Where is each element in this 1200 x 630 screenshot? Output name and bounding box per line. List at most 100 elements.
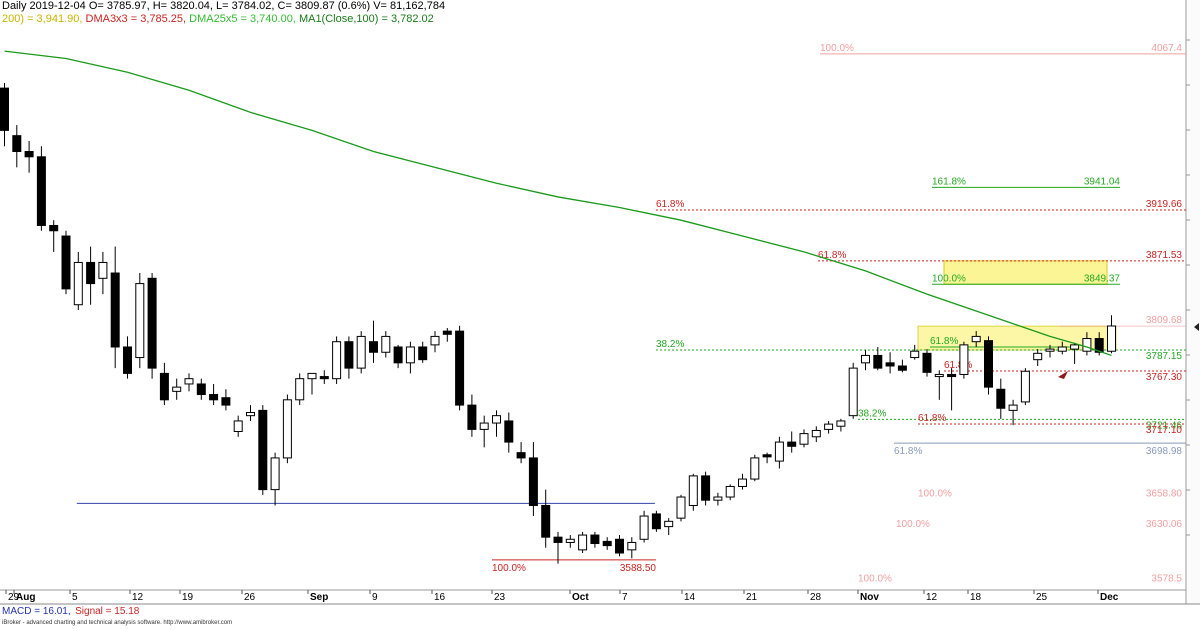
candle-body-up bbox=[1107, 325, 1116, 352]
fib-pct-label: 61.8% bbox=[656, 199, 684, 210]
candle-body-down bbox=[528, 457, 538, 506]
candle-body-down bbox=[467, 404, 477, 430]
candle-body-down bbox=[922, 352, 932, 373]
candle bbox=[787, 431, 797, 453]
x-tick-label: 21 bbox=[746, 592, 758, 603]
candle-body-up bbox=[565, 538, 575, 543]
fib-value-label: 3941.04 bbox=[1084, 176, 1121, 187]
candle bbox=[885, 352, 895, 374]
candle bbox=[762, 452, 772, 464]
candle bbox=[984, 336, 993, 395]
candle bbox=[725, 484, 735, 501]
candle bbox=[959, 341, 969, 379]
candle bbox=[738, 473, 747, 490]
candle-body-down bbox=[897, 365, 907, 371]
candle-body-down bbox=[369, 341, 378, 353]
x-tick-label: 14 bbox=[684, 592, 696, 603]
candle bbox=[233, 415, 243, 437]
candle bbox=[1008, 399, 1018, 426]
fib-zone-upper bbox=[943, 260, 1108, 285]
candle bbox=[811, 426, 821, 443]
candle bbox=[73, 251, 83, 310]
candle bbox=[332, 336, 342, 384]
indicator-summary: 200) = 3,941.90, DMA3x3 = 3,785.25, DMA2… bbox=[2, 13, 902, 26]
candle bbox=[873, 346, 883, 371]
candle bbox=[504, 412, 514, 453]
x-tick-label: 5 bbox=[72, 592, 78, 603]
candle-body-down bbox=[504, 420, 514, 443]
candle bbox=[24, 140, 34, 173]
candle bbox=[1033, 349, 1043, 366]
candle-body-up bbox=[172, 386, 182, 392]
fib-value-label: 3588.50 bbox=[620, 563, 657, 574]
fib-pct-label: 61.8% bbox=[894, 446, 922, 457]
candle-body-up bbox=[639, 515, 649, 540]
candle bbox=[307, 372, 317, 395]
fib-value-label: 3658.80 bbox=[1146, 489, 1183, 500]
ma100-label: MA1(Close,100) = 3,782.02 bbox=[298, 13, 434, 25]
candle bbox=[282, 394, 292, 464]
candle bbox=[36, 146, 46, 231]
fib-pct-label: 100.0% bbox=[896, 519, 930, 530]
candle-body-up bbox=[713, 496, 723, 501]
candle-body-down bbox=[110, 272, 120, 348]
candle-body-down bbox=[0, 87, 9, 131]
candle bbox=[405, 341, 415, 374]
candle-body-up bbox=[959, 344, 969, 375]
candle-body-down bbox=[221, 397, 231, 406]
candle-body-down bbox=[159, 372, 169, 401]
x-tick-label: 23 bbox=[494, 592, 506, 603]
candle-body-down bbox=[602, 540, 612, 547]
candle-body-up bbox=[295, 378, 305, 401]
fib-value-label: 3630.06 bbox=[1146, 519, 1183, 530]
fib-pct-label: 61.8% bbox=[818, 250, 846, 261]
candle bbox=[135, 273, 145, 369]
fib-pct-label: 100.0% bbox=[820, 43, 854, 54]
candle-body-up bbox=[73, 261, 83, 306]
x-tick-label: 26 bbox=[244, 592, 256, 603]
fib-value-label: 3698.98 bbox=[1146, 446, 1183, 457]
candle bbox=[922, 349, 932, 377]
candle bbox=[147, 273, 157, 379]
candle bbox=[639, 510, 649, 543]
candle-body-down bbox=[123, 346, 132, 374]
candle-body-up bbox=[861, 354, 870, 364]
candle bbox=[627, 537, 637, 559]
candle-body-up bbox=[676, 496, 686, 519]
candle-body-down bbox=[947, 373, 957, 378]
candle bbox=[971, 331, 981, 347]
candle bbox=[110, 246, 120, 369]
candle bbox=[442, 327, 452, 342]
candle-body-down bbox=[61, 235, 71, 290]
candle bbox=[369, 320, 378, 363]
candle-body-up bbox=[356, 335, 366, 369]
candle-body-up bbox=[1082, 338, 1092, 352]
ma-line bbox=[4, 50, 1112, 357]
x-tick-label: Sep bbox=[310, 592, 328, 603]
candle-body-up bbox=[578, 534, 588, 551]
fib-value-label: 4067.4 bbox=[1151, 43, 1182, 54]
fib-value-label: 3767.30 bbox=[1146, 372, 1183, 383]
candle bbox=[49, 220, 59, 252]
x-tick-label: Oct bbox=[572, 592, 589, 603]
candle bbox=[1020, 368, 1030, 406]
x-tick-label: 12 bbox=[926, 592, 938, 603]
candle-body-down bbox=[553, 536, 563, 543]
fib-pct-label: 161.8% bbox=[932, 176, 966, 187]
candle bbox=[996, 378, 1006, 419]
x-tick-label: 16 bbox=[434, 592, 446, 603]
candle-body-down bbox=[787, 441, 797, 447]
candle-body-up bbox=[270, 457, 280, 491]
candle bbox=[1057, 341, 1067, 355]
candle-body-down bbox=[12, 135, 22, 153]
candle-body-up bbox=[910, 350, 920, 359]
candle bbox=[602, 537, 612, 550]
candle-body-up bbox=[750, 457, 760, 480]
price-marker-icon bbox=[1194, 323, 1199, 331]
candle bbox=[123, 336, 132, 379]
candle bbox=[467, 394, 477, 437]
x-tick-label: 29 bbox=[8, 592, 20, 603]
candle-body-down bbox=[590, 534, 600, 545]
fib-value-label: 3849.37 bbox=[1084, 273, 1121, 284]
